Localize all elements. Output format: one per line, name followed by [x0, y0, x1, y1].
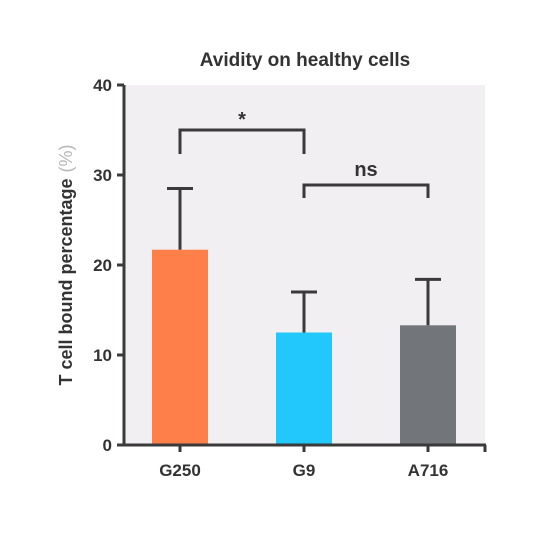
- significance-bracket: [178, 128, 306, 154]
- y-tick-label: 20: [93, 256, 112, 275]
- y-tick-label: 0: [103, 436, 112, 455]
- y-tick-label: 30: [93, 166, 112, 185]
- significance-layer: * ns: [178, 109, 430, 198]
- significance-label: *: [238, 109, 246, 131]
- x-tick-label: A716: [408, 461, 449, 480]
- x-tick-label: G9: [293, 461, 316, 480]
- bar-g9: [276, 332, 332, 445]
- bar-g250: [152, 249, 208, 445]
- significance-bracket: [302, 183, 430, 198]
- error-bars-layer: [167, 187, 441, 333]
- x-tick-label: G250: [159, 461, 201, 480]
- bars-layer: [152, 249, 456, 445]
- x-ticks-layer: G250 G9 A716: [159, 445, 448, 480]
- y-axis-unit: (%): [56, 144, 76, 172]
- chart-title: Avidity on healthy cells: [200, 50, 410, 71]
- y-tick-label: 40: [93, 76, 112, 95]
- y-ticks-layer: 0 10 20 30 40: [93, 76, 487, 455]
- svg-text:T cell bound percentage(%): T cell bound percentage (%): [56, 144, 76, 385]
- y-tick-label: 10: [93, 346, 112, 365]
- y-axis-title: T cell bound percentage (%): [56, 144, 76, 385]
- significance-label: ns: [354, 159, 377, 181]
- y-axis-label: T cell bound percentage: [56, 178, 76, 385]
- bar-a716: [400, 325, 456, 445]
